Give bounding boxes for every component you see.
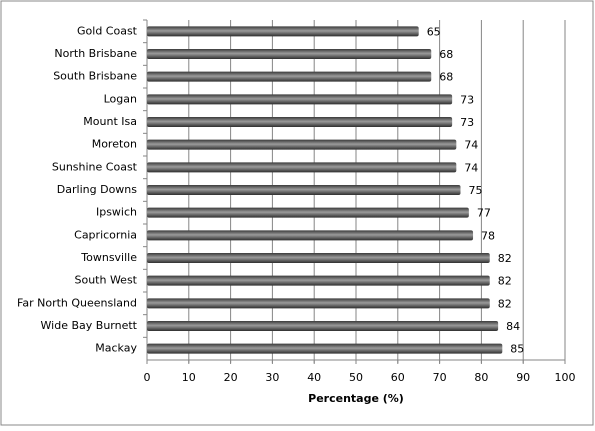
x-tick-label: 0 xyxy=(144,371,151,384)
bar xyxy=(147,275,490,286)
data-label: 74 xyxy=(464,161,478,174)
y-tick-label: Wide Bay Burnett xyxy=(41,319,138,332)
data-label: 73 xyxy=(460,116,474,129)
data-label: 65 xyxy=(427,25,441,38)
bar xyxy=(147,253,490,263)
y-tick-label: Mount Isa xyxy=(83,115,137,128)
bar xyxy=(147,94,453,105)
data-label: 82 xyxy=(498,297,512,310)
bar xyxy=(147,139,457,150)
data-label: 82 xyxy=(498,252,512,265)
x-tick-label: 70 xyxy=(433,371,447,384)
x-tick-label: 80 xyxy=(474,371,488,384)
y-tick-label: Darling Downs xyxy=(57,183,137,196)
y-tick-label: Sunshine Coast xyxy=(52,160,138,173)
bar xyxy=(147,298,490,309)
y-tick-label: Logan xyxy=(104,92,137,105)
data-label: 68 xyxy=(439,48,453,61)
x-tick-label: 100 xyxy=(555,371,576,384)
x-axis-title: Percentage (%) xyxy=(308,392,404,405)
y-tick-label: Far North Queensland xyxy=(17,296,137,309)
bar xyxy=(147,162,457,173)
y-tick-label: North Brisbane xyxy=(54,47,137,60)
data-label: 85 xyxy=(510,343,524,356)
bar xyxy=(147,26,419,37)
y-tick-label: South Brisbane xyxy=(53,70,137,83)
data-label: 75 xyxy=(469,184,483,197)
bar xyxy=(147,207,469,218)
data-label: 73 xyxy=(460,93,474,106)
data-label: 82 xyxy=(498,275,512,288)
y-tick-label: Moreton xyxy=(92,138,137,151)
bar xyxy=(147,321,499,331)
bar xyxy=(147,230,474,241)
bar xyxy=(147,117,453,127)
y-tick-label: Gold Coast xyxy=(77,24,138,37)
data-label: 74 xyxy=(464,139,478,152)
x-tick-label: 20 xyxy=(224,371,238,384)
data-label: 77 xyxy=(477,207,491,220)
y-tick-label: Townsville xyxy=(80,251,137,264)
bar xyxy=(147,71,432,82)
y-tick-label: Capricornia xyxy=(74,228,137,241)
data-label: 84 xyxy=(506,320,520,333)
bar xyxy=(147,343,503,354)
y-tick-label: Mackay xyxy=(95,342,137,355)
x-tick-label: 50 xyxy=(349,371,363,384)
x-tick-label: 30 xyxy=(265,371,279,384)
x-tick-label: 10 xyxy=(182,371,196,384)
data-label: 78 xyxy=(481,229,495,242)
x-tick-label: 90 xyxy=(516,371,530,384)
data-label: 68 xyxy=(439,71,453,84)
x-tick-label: 40 xyxy=(307,371,321,384)
y-tick-label: Ipswich xyxy=(96,206,137,219)
bar xyxy=(147,185,461,195)
y-tick-label: South West xyxy=(74,274,137,287)
bar xyxy=(147,49,432,59)
x-tick-label: 60 xyxy=(391,371,405,384)
